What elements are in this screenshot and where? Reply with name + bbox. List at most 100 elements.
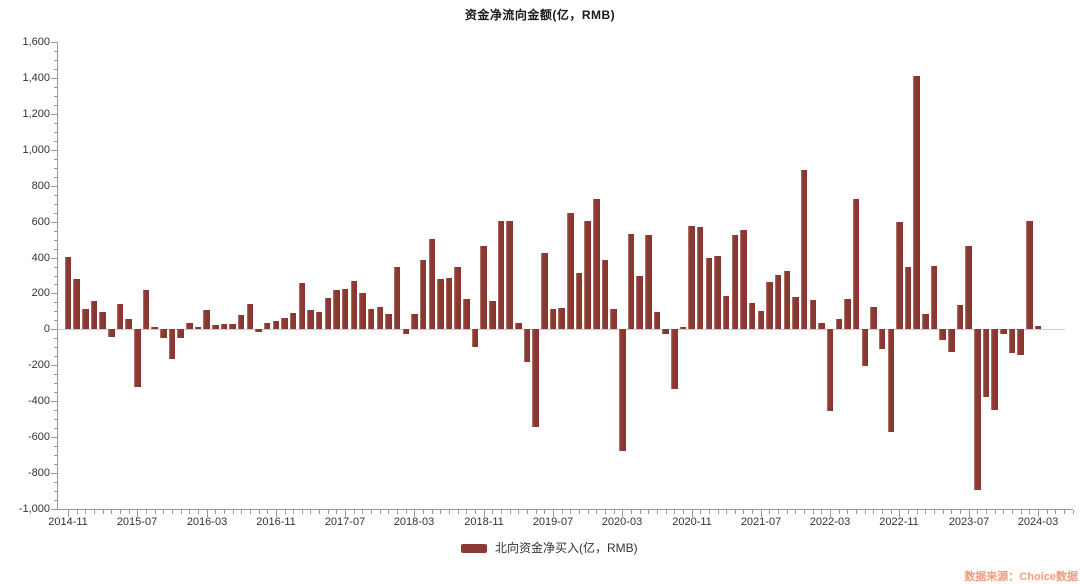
bar[interactable] xyxy=(922,314,929,330)
bar[interactable] xyxy=(722,296,730,330)
bar[interactable] xyxy=(913,75,920,330)
bar[interactable] xyxy=(237,315,245,330)
bar[interactable] xyxy=(367,308,375,330)
bar[interactable] xyxy=(757,310,764,330)
bar[interactable] xyxy=(82,309,89,330)
bar[interactable] xyxy=(878,329,886,350)
bar[interactable] xyxy=(220,324,228,330)
bar[interactable] xyxy=(532,329,539,427)
bar[interactable] xyxy=(766,281,773,330)
bar[interactable] xyxy=(671,329,678,389)
bar[interactable] xyxy=(653,311,661,330)
bar[interactable] xyxy=(64,256,72,330)
bar[interactable] xyxy=(887,329,894,433)
bar[interactable] xyxy=(740,230,747,330)
bar[interactable] xyxy=(627,233,635,330)
bar[interactable] xyxy=(437,278,444,330)
bar[interactable] xyxy=(974,329,981,491)
bar[interactable] xyxy=(212,325,219,330)
bar[interactable] xyxy=(956,305,964,330)
bar[interactable] xyxy=(307,309,314,330)
bar[interactable] xyxy=(333,289,340,330)
bar[interactable] xyxy=(445,278,453,330)
bar[interactable] xyxy=(965,246,972,330)
bar[interactable] xyxy=(593,198,600,330)
bar[interactable] xyxy=(688,225,695,330)
bar[interactable] xyxy=(203,310,210,330)
bar[interactable] xyxy=(272,320,280,330)
bar[interactable] xyxy=(731,235,739,330)
bar[interactable] xyxy=(1026,221,1033,330)
bar[interactable] xyxy=(480,246,487,330)
bar[interactable] xyxy=(930,266,938,330)
bar[interactable] xyxy=(800,169,808,330)
bar[interactable] xyxy=(471,329,479,348)
bar[interactable] xyxy=(1008,329,1016,353)
bar[interactable] xyxy=(186,322,193,330)
bar[interactable] xyxy=(246,303,254,330)
bar[interactable] xyxy=(904,266,912,330)
bar[interactable] xyxy=(142,290,150,330)
bar[interactable] xyxy=(73,279,80,330)
bar[interactable] xyxy=(549,308,557,330)
bar[interactable] xyxy=(662,329,669,335)
bar[interactable] xyxy=(489,300,496,330)
bar[interactable] xyxy=(835,318,842,330)
bar[interactable] xyxy=(385,314,392,330)
bar[interactable] xyxy=(376,306,383,330)
bar[interactable] xyxy=(263,323,271,330)
bar[interactable] xyxy=(982,329,990,398)
bar[interactable] xyxy=(1000,329,1007,334)
bar[interactable] xyxy=(298,283,306,330)
bar[interactable] xyxy=(341,288,349,330)
bar[interactable] xyxy=(108,329,115,338)
bar[interactable] xyxy=(852,198,860,330)
bar[interactable] xyxy=(411,313,418,330)
bar[interactable] xyxy=(151,326,158,330)
bar[interactable] xyxy=(870,306,877,330)
bar[interactable] xyxy=(515,322,522,330)
bar[interactable] xyxy=(818,322,825,330)
bar[interactable] xyxy=(229,324,236,330)
bar[interactable] xyxy=(861,329,868,367)
bar[interactable] xyxy=(90,300,98,330)
bar[interactable] xyxy=(705,257,713,330)
bar[interactable] xyxy=(748,302,756,330)
bar[interactable] xyxy=(324,298,332,330)
bar[interactable] xyxy=(1017,329,1024,356)
bar[interactable] xyxy=(575,273,583,330)
bar[interactable] xyxy=(419,260,427,330)
bar[interactable] xyxy=(125,319,132,330)
bar[interactable] xyxy=(558,307,565,330)
bar[interactable] xyxy=(281,318,288,330)
bar[interactable] xyxy=(679,326,687,330)
bar[interactable] xyxy=(454,267,461,330)
bar[interactable] xyxy=(428,238,435,330)
bar[interactable] xyxy=(289,312,297,330)
bar[interactable] xyxy=(116,304,124,330)
bar[interactable] xyxy=(610,309,617,330)
bar[interactable] xyxy=(255,329,262,332)
legend-item[interactable]: 北向资金净买入(亿，RMB) xyxy=(461,541,638,555)
bar[interactable] xyxy=(359,292,366,330)
bar[interactable] xyxy=(896,221,903,330)
bar[interactable] xyxy=(315,312,323,330)
bar[interactable] xyxy=(991,329,998,410)
bar[interactable] xyxy=(350,281,357,330)
bar[interactable] xyxy=(619,329,626,452)
bar[interactable] xyxy=(393,266,401,330)
bar[interactable] xyxy=(194,327,202,330)
bar[interactable] xyxy=(645,234,652,330)
bar[interactable] xyxy=(774,275,782,330)
bar[interactable] xyxy=(584,220,591,330)
bar[interactable] xyxy=(523,329,531,362)
bar[interactable] xyxy=(567,213,574,330)
bar[interactable] xyxy=(696,227,704,330)
bar[interactable] xyxy=(160,329,167,338)
bar[interactable] xyxy=(177,329,184,338)
bar[interactable] xyxy=(1034,326,1042,330)
bar[interactable] xyxy=(99,312,106,330)
bar[interactable] xyxy=(792,296,799,330)
bar[interactable] xyxy=(783,270,790,330)
bar[interactable] xyxy=(826,329,834,411)
